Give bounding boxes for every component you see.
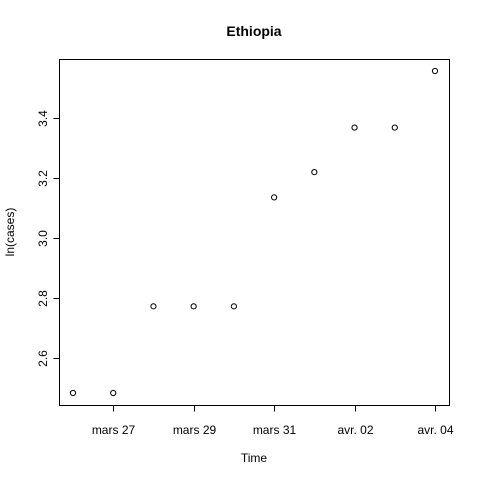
x-tick-label: mars 27 [92, 423, 136, 437]
y-tick-label: 3.4 [36, 110, 50, 127]
plot-frame [59, 59, 450, 406]
data-point [351, 124, 358, 131]
data-point [69, 389, 77, 397]
data-point [110, 389, 117, 397]
y-axis-label: ln(cases) [3, 208, 17, 257]
x-tick-label: avr. 02 [337, 423, 373, 437]
x-tick-label: avr. 04 [417, 423, 453, 437]
y-tick-label: 2.6 [36, 350, 50, 367]
data-point [391, 124, 398, 131]
x-axis-label: Time [241, 451, 268, 465]
y-tick-label: 3.2 [36, 170, 50, 187]
y-tick-label: 2.8 [36, 290, 50, 307]
data-point [230, 303, 237, 310]
data-point [311, 169, 318, 176]
chart-title: Ethiopia [226, 23, 281, 39]
x-tick-label: mars 29 [173, 423, 217, 437]
data-point [431, 67, 439, 75]
x-tick-label: mars 31 [253, 423, 297, 437]
data-point [150, 303, 157, 310]
x-axis: mars 27 mars 29 mars 31 avr. 02 avr. 04 [92, 405, 454, 437]
y-axis: 2.6 2.8 3.0 3.2 3.4 [36, 110, 60, 367]
data-point [271, 194, 278, 201]
data-points [69, 67, 439, 397]
data-point [190, 303, 197, 310]
y-tick-label: 3.0 [36, 230, 50, 247]
